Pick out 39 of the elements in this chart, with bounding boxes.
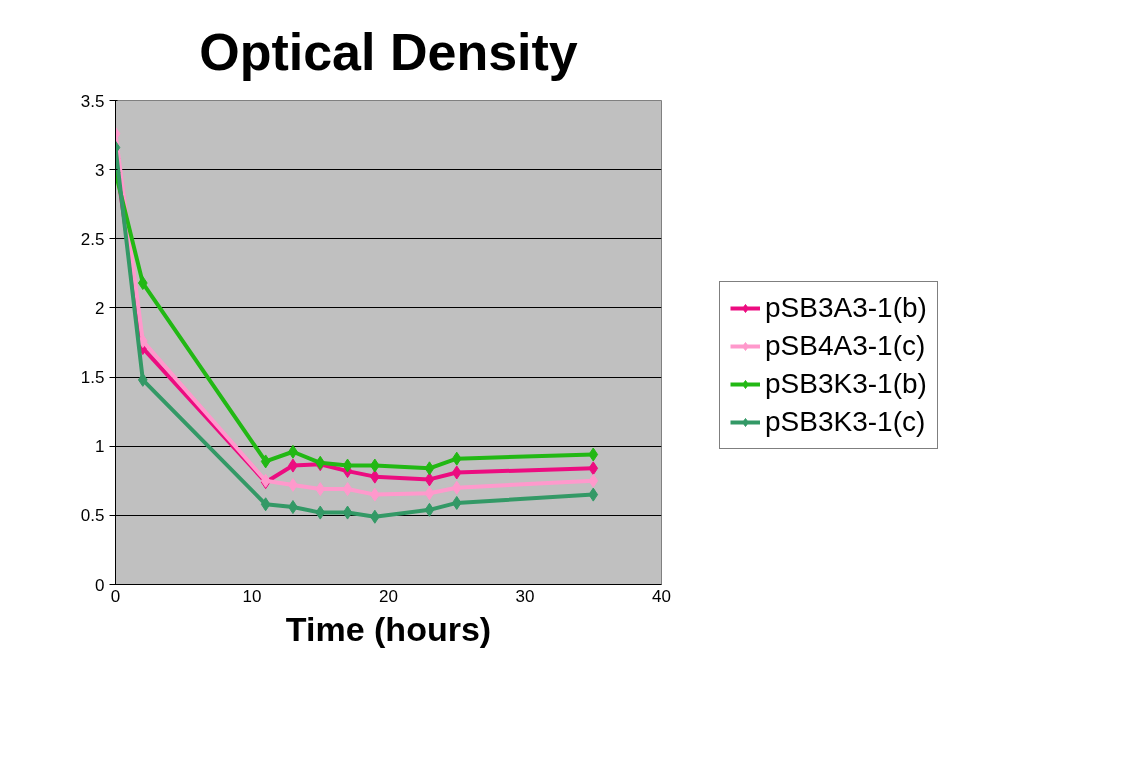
point bbox=[424, 461, 435, 476]
x-tick-label: 30 bbox=[515, 586, 535, 606]
point bbox=[315, 505, 326, 520]
point bbox=[424, 472, 435, 487]
point bbox=[315, 482, 326, 497]
point bbox=[588, 473, 599, 488]
x-tick-label: 0 bbox=[110, 586, 121, 606]
x-tick-label: 40 bbox=[652, 586, 671, 606]
point bbox=[451, 480, 462, 495]
point bbox=[260, 454, 271, 469]
y-tick-label: 1 bbox=[95, 437, 105, 457]
point bbox=[588, 461, 599, 476]
legend-label: pSB3K3-1(c) bbox=[765, 406, 926, 438]
x-tick-label: 20 bbox=[379, 586, 398, 606]
point bbox=[588, 447, 599, 462]
y-tick-label: 2.5 bbox=[80, 229, 105, 249]
chart-title: Optical Density bbox=[199, 22, 578, 81]
point bbox=[451, 465, 462, 480]
point bbox=[137, 372, 148, 387]
legend-label: pSB3A3-1(b) bbox=[765, 292, 927, 324]
legend-label: pSB4A3-1(c) bbox=[765, 330, 926, 362]
point bbox=[424, 486, 435, 501]
y-tick-label: 0.5 bbox=[80, 506, 105, 526]
point bbox=[137, 276, 148, 291]
point bbox=[451, 495, 462, 510]
point bbox=[342, 458, 353, 473]
y-tick-label: 2 bbox=[95, 298, 105, 318]
point bbox=[342, 505, 353, 520]
y-tick-label: 1.5 bbox=[80, 368, 105, 388]
point bbox=[588, 487, 599, 502]
y-tick-label: 3.5 bbox=[80, 91, 105, 111]
point bbox=[260, 497, 271, 512]
point bbox=[342, 482, 353, 497]
legend-label: pSB3K3-1(b) bbox=[765, 368, 927, 400]
x-axis-title: Time (hours) bbox=[285, 609, 492, 648]
x-tick-label: 10 bbox=[242, 586, 262, 606]
y-tick-label: 3 bbox=[95, 160, 105, 180]
point bbox=[451, 451, 462, 466]
point bbox=[424, 502, 435, 517]
